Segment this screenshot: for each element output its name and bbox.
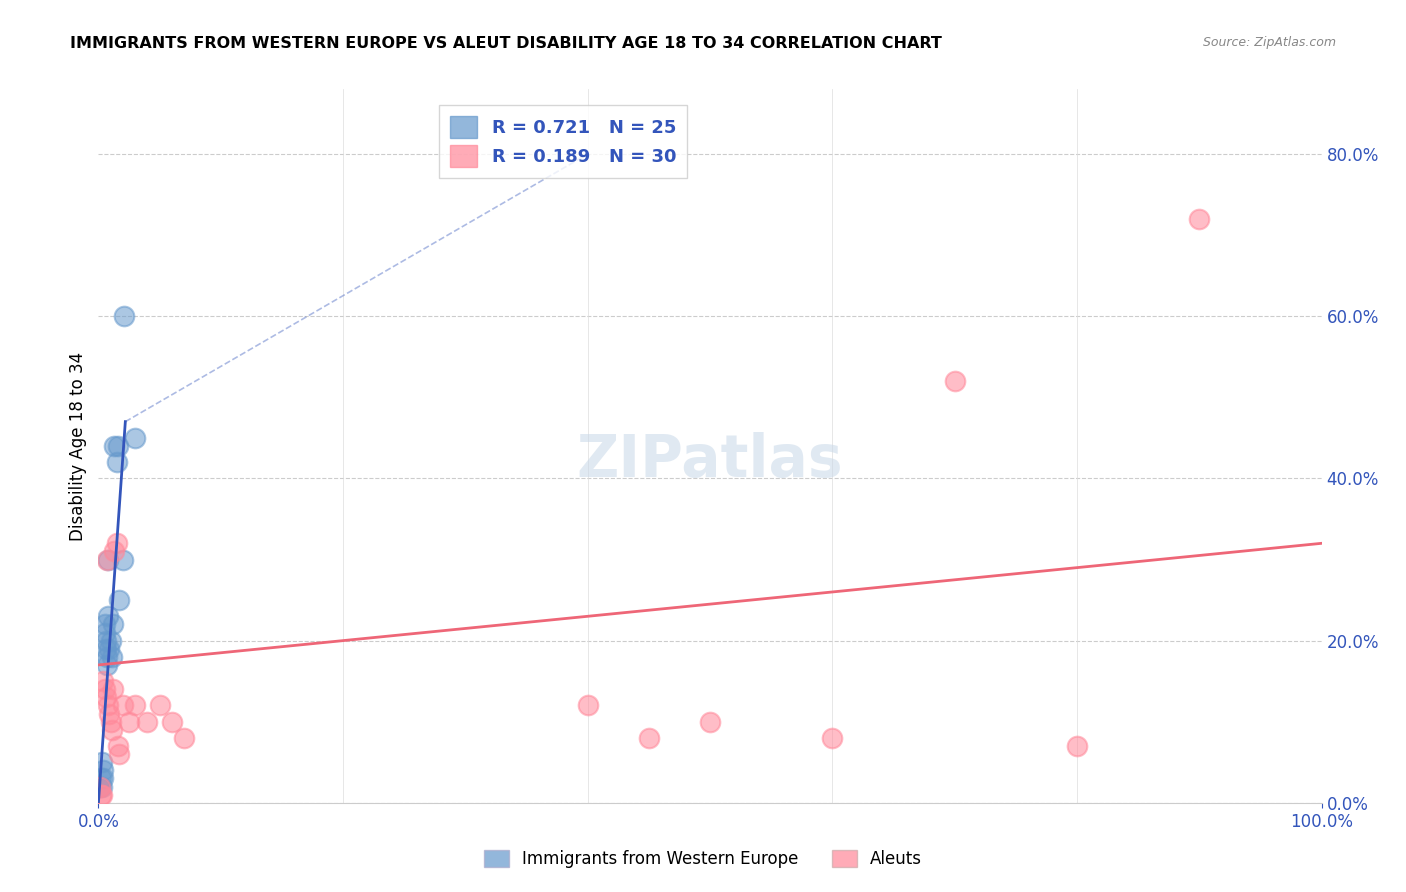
Point xyxy=(98,641,121,656)
Point xyxy=(149,698,172,713)
Point xyxy=(93,617,115,632)
Point xyxy=(118,714,141,729)
Point xyxy=(101,682,124,697)
Point xyxy=(101,649,124,664)
Point xyxy=(943,374,966,388)
Point xyxy=(97,552,120,566)
Point xyxy=(638,731,661,745)
Point xyxy=(107,439,129,453)
Point xyxy=(821,731,844,745)
Point xyxy=(105,536,128,550)
Point xyxy=(96,657,118,672)
Point xyxy=(91,780,114,794)
Point xyxy=(90,772,112,786)
Point xyxy=(94,633,117,648)
Legend: Immigrants from Western Europe, Aleuts: Immigrants from Western Europe, Aleuts xyxy=(477,843,929,875)
Point xyxy=(91,764,114,778)
Point xyxy=(94,690,117,705)
Point xyxy=(97,698,120,713)
Point xyxy=(576,698,599,713)
Y-axis label: Disability Age 18 to 34: Disability Age 18 to 34 xyxy=(69,351,87,541)
Point xyxy=(90,788,112,802)
Point xyxy=(94,641,117,656)
Point xyxy=(93,625,115,640)
Text: Source: ZipAtlas.com: Source: ZipAtlas.com xyxy=(1202,36,1336,49)
Point xyxy=(97,609,120,624)
Point xyxy=(136,714,159,729)
Point xyxy=(91,674,114,689)
Point xyxy=(98,706,121,721)
Point xyxy=(111,552,134,566)
Text: IMMIGRANTS FROM WESTERN EUROPE VS ALEUT DISABILITY AGE 18 TO 34 CORRELATION CHAR: IMMIGRANTS FROM WESTERN EUROPE VS ALEUT … xyxy=(70,36,942,51)
Point xyxy=(699,714,721,729)
Point xyxy=(89,780,111,794)
Point xyxy=(100,633,122,648)
Legend: R = 0.721   N = 25, R = 0.189   N = 30: R = 0.721 N = 25, R = 0.189 N = 30 xyxy=(440,105,688,178)
Point xyxy=(1188,211,1211,226)
Point xyxy=(89,780,111,794)
Point xyxy=(107,739,129,753)
Point xyxy=(100,714,122,729)
Point xyxy=(108,593,131,607)
Point xyxy=(91,788,114,802)
Point xyxy=(101,723,124,737)
Point xyxy=(103,544,125,558)
Point xyxy=(96,649,118,664)
Point xyxy=(91,756,114,770)
Point xyxy=(105,455,128,469)
Point xyxy=(96,552,118,566)
Point xyxy=(173,731,195,745)
Point xyxy=(103,439,125,453)
Point xyxy=(112,310,135,324)
Point xyxy=(1066,739,1088,753)
Point xyxy=(108,747,131,761)
Point xyxy=(91,772,114,786)
Point xyxy=(124,431,146,445)
Point xyxy=(160,714,183,729)
Text: ZIPatlas: ZIPatlas xyxy=(576,432,844,489)
Point xyxy=(124,698,146,713)
Point xyxy=(111,698,134,713)
Point xyxy=(93,682,115,697)
Point xyxy=(101,617,124,632)
